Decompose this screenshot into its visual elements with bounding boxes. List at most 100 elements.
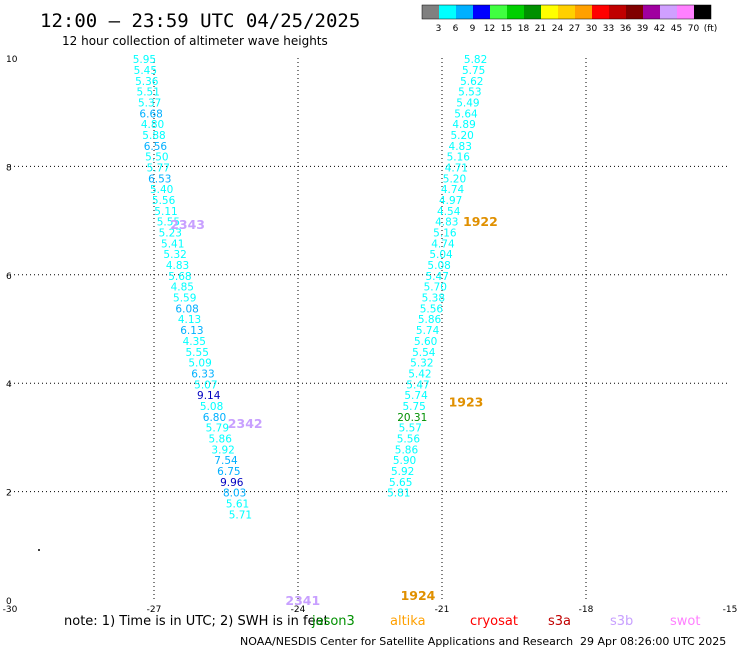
track-time-label: 2343 xyxy=(170,217,205,232)
wave-height-point: 5.47 xyxy=(426,271,449,283)
plot-grid xyxy=(10,58,730,600)
colorbar-label: 6 xyxy=(453,24,459,34)
wave-height-point: 5.04 xyxy=(429,249,453,261)
wave-height-point: 5.50 xyxy=(145,152,168,164)
colorbar-swatch xyxy=(643,5,660,19)
wave-height-point: 6.68 xyxy=(139,108,162,120)
satellite-legend-entry: altika xyxy=(390,614,426,629)
colorbar-frame xyxy=(421,4,712,20)
wave-height-point: 5.41 xyxy=(161,238,184,250)
y-tick-label: 10 xyxy=(6,55,18,65)
color-scale-legend: 3 6 9 12 15 18 21 24 27 30 33 36 39 42 45 70 (ft) xyxy=(421,4,718,34)
wave-height-point: 4.83 xyxy=(166,260,189,272)
y-tick-label: 2 xyxy=(6,489,12,499)
wave-height-point: 5.77 xyxy=(147,162,170,174)
wave-height-point: 5.49 xyxy=(456,97,479,109)
wave-height-point: 5.36 xyxy=(135,76,159,88)
wave-height-point: 7.54 xyxy=(214,455,238,467)
wave-height-point: 5.20 xyxy=(443,173,466,185)
wave-height-point: 5.92 xyxy=(391,466,414,478)
wave-height-point: 5.88 xyxy=(142,130,165,142)
colorbar-swatch xyxy=(541,5,558,19)
wave-height-point: 4.54 xyxy=(437,206,461,218)
x-tick-label: -21 xyxy=(435,605,450,615)
satellite-legend: jason3 altika cryosat s3a s3b swot xyxy=(311,614,700,629)
wave-height-point: 5.20 xyxy=(450,130,473,142)
wave-height-point: 4.80 xyxy=(141,119,164,131)
wave-height-point: 5.55 xyxy=(186,347,209,359)
chart-title: 12:00 – 23:59 UTC 04/25/2025 xyxy=(40,10,360,32)
x-tick-label: -24 xyxy=(291,605,306,615)
wave-height-point: 5.45 xyxy=(134,65,157,77)
colorbar-swatch xyxy=(609,5,626,19)
track-time-label: 1922 xyxy=(463,214,498,229)
colorbar-label: 15 xyxy=(501,24,512,34)
wave-height-point: 5.75 xyxy=(462,65,485,77)
wave-height-point: 5.37 xyxy=(138,97,161,109)
wave-height-point: 5.55 xyxy=(157,217,180,229)
colorbar-swatch xyxy=(490,5,507,19)
wave-height-point: 5.32 xyxy=(163,249,186,261)
chart-subtitle: 12 hour collection of altimeter wave hei… xyxy=(62,34,328,48)
wave-height-point: 6.80 xyxy=(203,412,226,424)
wave-height-point: 4.89 xyxy=(452,119,475,131)
wave-height-point: 6.33 xyxy=(191,368,214,380)
wave-height-point: 5.56 xyxy=(420,303,444,315)
colorbar-swatch xyxy=(456,5,473,19)
wave-height-point: 5.38 xyxy=(422,293,445,305)
colorbar-swatch xyxy=(524,5,541,19)
wave-height-point: 5.82 xyxy=(464,54,487,66)
colorbar-label: 42 xyxy=(654,24,665,34)
colorbar-swatch xyxy=(507,5,524,19)
wave-height-point: 20.31 xyxy=(397,412,427,424)
wave-height-point: 5.08 xyxy=(200,401,223,413)
wave-height-point: 5.42 xyxy=(408,368,431,380)
footer-credit: NOAA/NESDIS Center for Satellite Applica… xyxy=(240,635,573,648)
track-time-label: 1923 xyxy=(449,395,484,410)
wave-height-point: 4.71 xyxy=(445,162,468,174)
wave-height-point: 5.95 xyxy=(133,54,156,66)
satellite-legend-entry: jason3 xyxy=(311,614,355,629)
track-time-label: 2342 xyxy=(228,416,263,431)
track-time-label: 2341 xyxy=(285,593,320,608)
wave-height-point: 5.86 xyxy=(209,433,233,445)
stray-dot xyxy=(38,549,40,551)
y-tick-label: 4 xyxy=(6,380,12,390)
wave-height-point: 5.70 xyxy=(424,282,447,294)
x-tick-label: -27 xyxy=(147,605,162,615)
wave-height-point: 5.61 xyxy=(226,499,249,511)
footer-note: note: 1) Time is in UTC; 2) SWH is in fe… xyxy=(64,614,329,629)
colorbar-swatch xyxy=(473,5,490,19)
satellite-legend-entry: cryosat xyxy=(470,614,518,629)
colorbar-swatch xyxy=(660,5,677,19)
wave-height-point: 5.75 xyxy=(402,401,425,413)
colorbar-label: 39 xyxy=(637,24,649,34)
wave-height-point: 5.74 xyxy=(404,390,428,402)
colorbar-swatch xyxy=(677,5,694,19)
colorbar-swatch xyxy=(694,5,711,19)
wave-height-point: 8.03 xyxy=(223,488,246,500)
footer-timestamp: 29 Apr 08:26:00 UTC 2025 xyxy=(580,635,726,648)
wave-height-point: 5.56 xyxy=(397,433,421,445)
wave-height-point: 5.53 xyxy=(458,87,481,99)
wave-height-point: 5.23 xyxy=(159,228,182,240)
wave-height-point: 5.57 xyxy=(399,423,422,435)
wave-height-point: 5.86 xyxy=(418,314,442,326)
colorbar-label: (ft) xyxy=(704,24,718,34)
colorbar-label: 70 xyxy=(688,24,700,34)
colorbar-swatch xyxy=(575,5,592,19)
colorbar-label: 24 xyxy=(552,24,564,34)
y-tick-label: 6 xyxy=(6,272,12,282)
colorbar-label: 9 xyxy=(470,24,476,34)
wave-height-point: 6.56 xyxy=(144,141,168,153)
wave-height-point: 5.09 xyxy=(188,358,211,370)
wave-height-point: 4.97 xyxy=(439,195,462,207)
wave-height-point: 5.59 xyxy=(173,293,196,305)
wave-height-point: 6.13 xyxy=(180,325,203,337)
wave-height-point: 5.81 xyxy=(387,488,410,500)
wave-height-point: 4.83 xyxy=(435,217,458,229)
track-time-label: 1924 xyxy=(401,588,436,603)
wave-height-point: 5.08 xyxy=(427,260,450,272)
colorbar-swatch xyxy=(439,5,456,19)
